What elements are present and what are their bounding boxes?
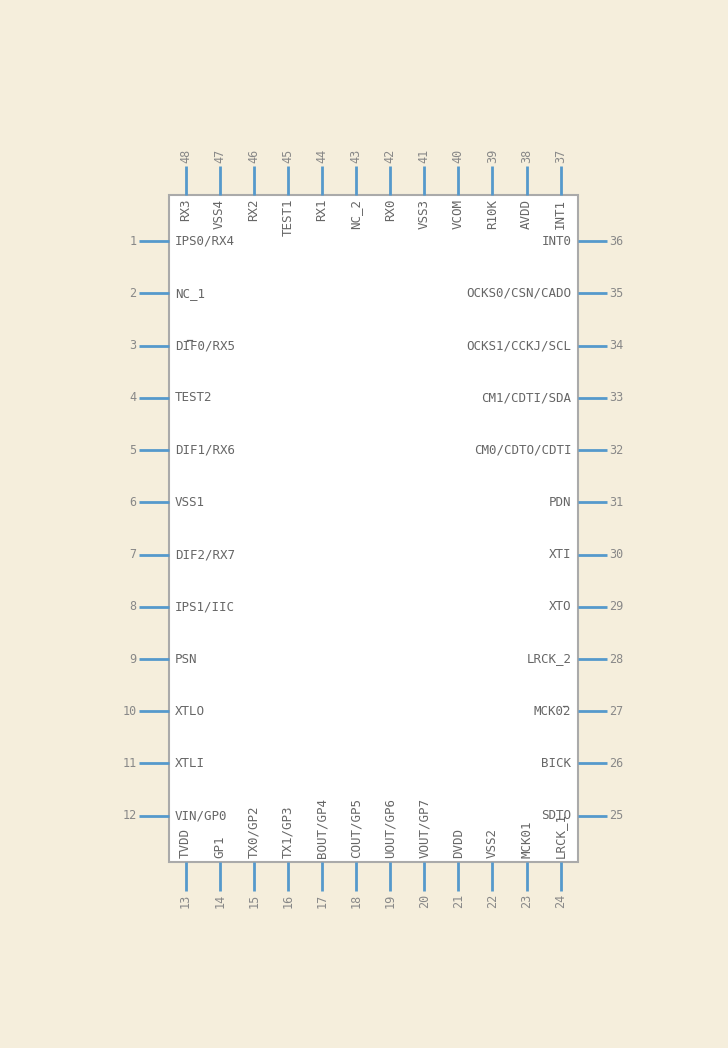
Text: TVDD: TVDD bbox=[179, 828, 192, 858]
Text: 20: 20 bbox=[418, 894, 431, 908]
Text: 33: 33 bbox=[609, 391, 624, 405]
Text: 23: 23 bbox=[520, 894, 533, 908]
Text: BOUT/GP4: BOUT/GP4 bbox=[315, 798, 328, 858]
Text: 29: 29 bbox=[609, 601, 624, 613]
Text: 14: 14 bbox=[213, 894, 226, 908]
Text: 41: 41 bbox=[418, 149, 431, 163]
Text: 13: 13 bbox=[179, 894, 192, 908]
Text: OCKS0/CSN/CADO: OCKS0/CSN/CADO bbox=[467, 287, 571, 300]
Text: 38: 38 bbox=[520, 149, 533, 163]
Text: 5: 5 bbox=[130, 443, 137, 457]
Text: CM1/CDTI/SDA: CM1/CDTI/SDA bbox=[481, 391, 571, 405]
Text: 32: 32 bbox=[609, 443, 624, 457]
Text: XTO: XTO bbox=[549, 601, 571, 613]
Text: 28: 28 bbox=[609, 653, 624, 665]
Text: 31: 31 bbox=[609, 496, 624, 509]
Text: INT1: INT1 bbox=[554, 199, 567, 228]
Text: AVDD: AVDD bbox=[520, 199, 533, 228]
Text: 34: 34 bbox=[609, 340, 624, 352]
Text: RX1: RX1 bbox=[315, 199, 328, 221]
Text: INT0: INT0 bbox=[542, 235, 571, 247]
Text: GP1: GP1 bbox=[213, 835, 226, 858]
Text: 45: 45 bbox=[281, 149, 294, 163]
Text: TEST2: TEST2 bbox=[175, 391, 212, 405]
Text: RX3: RX3 bbox=[179, 199, 192, 221]
Text: 16: 16 bbox=[281, 894, 294, 908]
Text: RX0: RX0 bbox=[384, 199, 397, 221]
Text: UOUT/GP6: UOUT/GP6 bbox=[384, 798, 397, 858]
Text: RX2: RX2 bbox=[248, 199, 260, 221]
Text: 8: 8 bbox=[130, 601, 137, 613]
Text: 19: 19 bbox=[384, 894, 397, 908]
Text: 15: 15 bbox=[248, 894, 260, 908]
Text: 4: 4 bbox=[130, 391, 137, 405]
Text: IPS0/RX4: IPS0/RX4 bbox=[175, 235, 234, 247]
Text: VCOM: VCOM bbox=[452, 199, 465, 228]
Text: VOUT/GP7: VOUT/GP7 bbox=[418, 798, 431, 858]
Text: 35: 35 bbox=[609, 287, 624, 300]
Text: DIF2/RX7: DIF2/RX7 bbox=[175, 548, 234, 561]
Text: 21: 21 bbox=[452, 894, 465, 908]
Text: 3: 3 bbox=[130, 340, 137, 352]
Text: 42: 42 bbox=[384, 149, 397, 163]
Text: 37: 37 bbox=[554, 149, 567, 163]
Text: 36: 36 bbox=[609, 235, 624, 247]
Text: 43: 43 bbox=[349, 149, 363, 163]
Text: OCKS1/CCKJ/SCL: OCKS1/CCKJ/SCL bbox=[467, 340, 571, 352]
Text: 46: 46 bbox=[248, 149, 260, 163]
Text: 39: 39 bbox=[486, 149, 499, 163]
Text: 26: 26 bbox=[609, 757, 624, 770]
Text: XTLI: XTLI bbox=[175, 757, 205, 770]
Text: NC_2: NC_2 bbox=[349, 199, 363, 228]
Text: 44: 44 bbox=[315, 149, 328, 163]
Text: LRCK_2: LRCK_2 bbox=[526, 653, 571, 665]
Text: 22: 22 bbox=[486, 894, 499, 908]
Text: NC_1: NC_1 bbox=[175, 287, 205, 300]
Text: 12: 12 bbox=[122, 809, 137, 823]
Text: TX0/GP2: TX0/GP2 bbox=[248, 806, 260, 858]
Text: VSS3: VSS3 bbox=[418, 199, 431, 228]
Text: 24: 24 bbox=[554, 894, 567, 908]
Text: 18: 18 bbox=[349, 894, 363, 908]
Text: 40: 40 bbox=[452, 149, 465, 163]
Text: LRCK_1: LRCK_1 bbox=[554, 813, 567, 858]
Text: 6: 6 bbox=[130, 496, 137, 509]
Text: 30: 30 bbox=[609, 548, 624, 561]
Text: SDTO: SDTO bbox=[542, 809, 571, 823]
Text: 9: 9 bbox=[130, 653, 137, 665]
Text: 2: 2 bbox=[130, 287, 137, 300]
Text: 17: 17 bbox=[315, 894, 328, 908]
Text: IPS1/IIC: IPS1/IIC bbox=[175, 601, 234, 613]
Text: VSS2: VSS2 bbox=[486, 828, 499, 858]
Text: DVDD: DVDD bbox=[452, 828, 465, 858]
Text: TEST1: TEST1 bbox=[281, 199, 294, 237]
Text: VSS4: VSS4 bbox=[213, 199, 226, 228]
Bar bbox=[168, 195, 578, 861]
Text: 27: 27 bbox=[609, 704, 624, 718]
Text: VIN/GP0: VIN/GP0 bbox=[175, 809, 227, 823]
Text: XTI: XTI bbox=[549, 548, 571, 561]
Text: DIF1/RX6: DIF1/RX6 bbox=[175, 443, 234, 457]
Text: BICK: BICK bbox=[542, 757, 571, 770]
Text: 48: 48 bbox=[179, 149, 192, 163]
Text: 10: 10 bbox=[122, 704, 137, 718]
Text: 11: 11 bbox=[122, 757, 137, 770]
Text: MCK02: MCK02 bbox=[534, 704, 571, 718]
Text: PSN: PSN bbox=[175, 653, 197, 665]
Text: XTLO: XTLO bbox=[175, 704, 205, 718]
Text: 1: 1 bbox=[130, 235, 137, 247]
Text: 25: 25 bbox=[609, 809, 624, 823]
Text: VSS1: VSS1 bbox=[175, 496, 205, 509]
Text: COUT/GP5: COUT/GP5 bbox=[349, 798, 363, 858]
Text: DIF0/RX5: DIF0/RX5 bbox=[175, 340, 234, 352]
Text: CM0/CDTO/CDTI: CM0/CDTO/CDTI bbox=[474, 443, 571, 457]
Text: TX1/GP3: TX1/GP3 bbox=[281, 806, 294, 858]
Text: 7: 7 bbox=[130, 548, 137, 561]
Text: MCK01: MCK01 bbox=[520, 821, 533, 858]
Text: PDN: PDN bbox=[549, 496, 571, 509]
Text: R10K: R10K bbox=[486, 199, 499, 228]
Text: 47: 47 bbox=[213, 149, 226, 163]
